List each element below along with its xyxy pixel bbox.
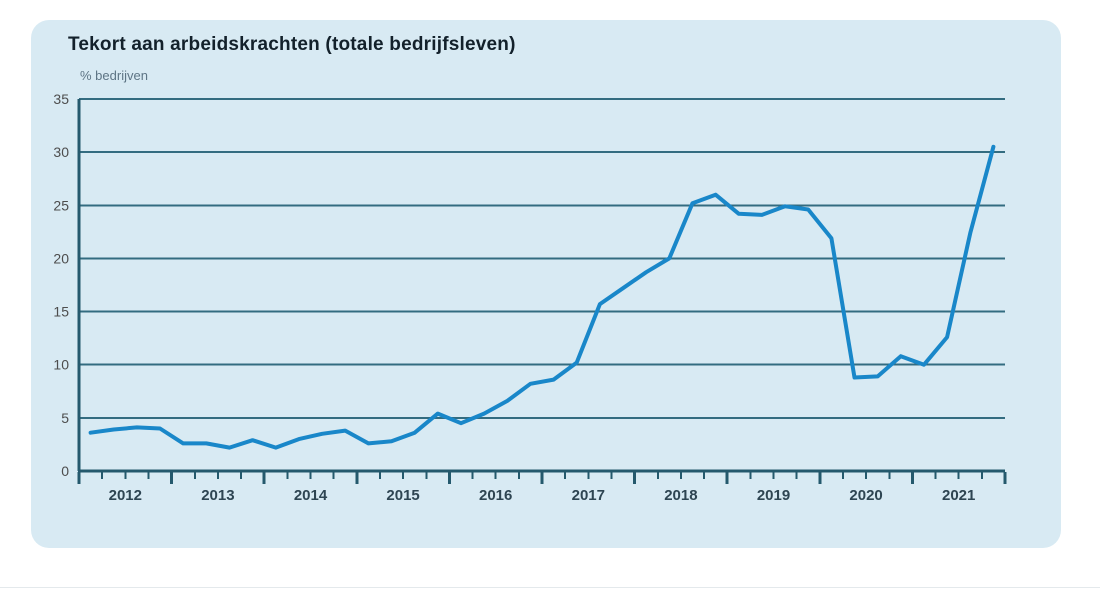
x-year-label: 2020	[849, 487, 882, 504]
y-axis-unit-label: % bedrijven	[80, 68, 148, 83]
chart-title: Tekort aan arbeidskrachten (totale bedri…	[68, 34, 516, 55]
x-year-label: 2015	[386, 487, 419, 504]
x-year-label: 2016	[479, 487, 512, 504]
x-year-label: 2017	[572, 487, 605, 504]
y-tick-label: 35	[53, 91, 69, 107]
y-tick-label: 10	[53, 357, 69, 373]
line-chart: 2012 2013 2014 2015 2016 2017 2018 2019 2020 2021…	[53, 91, 1007, 504]
y-tick-label: 20	[53, 250, 69, 266]
x-year-label: 2019	[757, 487, 790, 504]
y-tick-label: 0	[61, 463, 69, 479]
y-tick-label: 5	[61, 410, 69, 426]
x-year-label: 2013	[201, 487, 234, 504]
x-year-label: 2018	[664, 487, 697, 504]
y-tick-label: 25	[53, 197, 69, 213]
x-year-label: 2012	[109, 487, 142, 504]
data-line-series	[88, 144, 996, 450]
page-divider	[0, 587, 1100, 588]
chart-card: Tekort aan arbeidskrachten (totale bedri…	[31, 20, 1061, 548]
y-tick-label: 15	[53, 304, 69, 320]
y-tick-label: 30	[53, 144, 69, 160]
x-year-label: 2014	[294, 487, 328, 504]
x-year-label: 2021	[942, 487, 975, 504]
